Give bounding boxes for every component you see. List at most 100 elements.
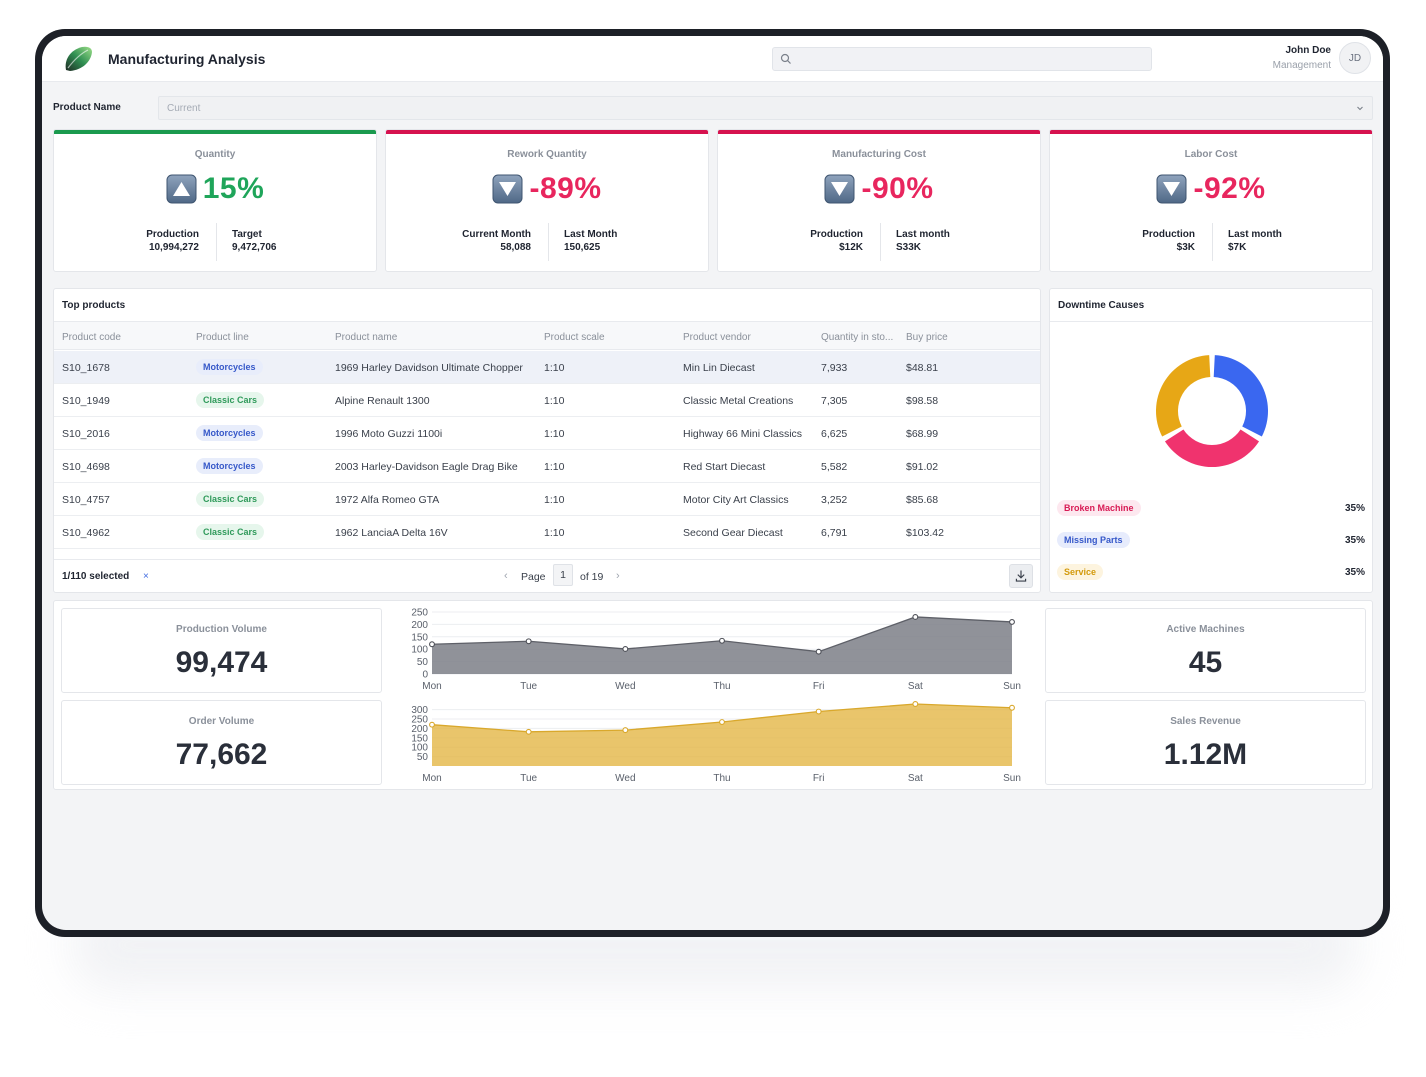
clear-selection-button[interactable]: × [143,571,149,582]
column-header[interactable]: Quantity in sto... [821,332,894,343]
avatar[interactable]: JD [1339,42,1371,74]
product-name-select[interactable]: Current [158,96,1373,120]
product-code-cell: S10_4698 [62,461,110,473]
x-tick-label: Sun [1003,681,1021,692]
app-title: Manufacturing Analysis [108,51,266,67]
data-point [622,727,629,734]
top-products-panel: Top products Product code Product line P… [53,288,1041,593]
kpi-divider [880,223,881,261]
legend-chip[interactable]: Missing Parts [1057,532,1130,548]
kpi-card: Manufacturing Cost -90% Production $12K Last… [717,129,1041,272]
y-tick-label: 150 [411,632,428,643]
buy-price-cell: $85.68 [906,494,939,506]
buy-price-cell: $68.99 [906,428,939,440]
kpi-right-stat: Last month S33K [896,228,950,254]
page-total: of 19 [580,571,604,583]
search-input[interactable] [772,47,1152,71]
kpi-right-label: Target [232,229,262,240]
kpi-left-label: Production [810,229,863,240]
data-point [622,646,629,652]
kpi-main: -90% [718,172,1040,206]
downtime-donut-chart [1156,355,1268,467]
arrow-down-icon [1156,174,1187,204]
product-code-cell: S10_1678 [62,362,110,374]
table-row[interactable]: S10_4962 Classic Cars 1962 LanciaA Delta 1… [54,516,1040,549]
column-header[interactable]: Product name [335,332,398,343]
x-tick-label: Fri [813,681,825,692]
table-row[interactable]: S10_1949 Classic Cars Alpine Renault 1300 1… [54,384,1040,417]
kpi-right-value: S33K [896,242,922,253]
production-volume-value: 99,474 [175,646,268,679]
product-name-cell: Alpine Renault 1300 [335,395,430,407]
sales-revenue-card: Sales Revenue 1.12M [1045,700,1366,785]
kpi-accent-bar [54,130,376,134]
y-tick-label: 200 [411,620,428,631]
column-header[interactable]: Product vendor [683,332,751,343]
kpi-left-stat: Production 10,994,272 [146,228,199,254]
kpi-main: -92% [1050,172,1372,206]
next-page-button[interactable]: › [616,570,620,582]
x-tick-label: Tue [520,773,537,784]
data-point [1009,618,1015,625]
kpi-right-value: 9,472,706 [232,242,277,253]
product-vendor-cell: Second Gear Diecast [683,527,783,539]
x-tick-label: Sat [908,681,923,692]
sales-revenue-label: Sales Revenue [1170,716,1241,727]
column-header[interactable]: Buy price [906,332,948,343]
download-icon [1015,570,1027,582]
series-area [432,616,1012,674]
product-vendor-cell: Classic Metal Creations [683,395,794,407]
kpi-card: Quantity 15% Production 10,994,272 Target 9,4… [53,129,377,272]
order-volume-value: 77,662 [175,738,268,771]
dashboard-screen: Manufacturing Analysis John Doe Manageme… [42,36,1383,930]
donut-slice[interactable] [1213,355,1268,437]
legend-percentage: 35% [1344,535,1365,546]
product-scale-cell: 1:10 [544,527,565,539]
kpi-card: Labor Cost -92% Production $3K Last month $7K [1049,129,1373,272]
kpi-value: 15% [202,172,265,205]
product-line-chip: Classic Cars [196,524,265,540]
column-header[interactable]: Product line [196,332,249,343]
product-name-cell: 1972 Alfa Romeo GTA [335,494,440,506]
user-role: Management [1272,60,1331,71]
data-point [815,648,822,655]
kpi-right-label: Last month [1228,229,1282,240]
top-header: Manufacturing Analysis John Doe Manageme… [42,36,1383,82]
kpi-title: Labor Cost [1184,149,1238,160]
active-machines-card: Active Machines 45 [1045,608,1366,693]
table-row[interactable]: S10_4698 Motorcycles 2003 Harley-Davidson … [54,450,1040,483]
production-volume-label: Production Volume [176,624,267,635]
legend-chip[interactable]: Broken Machine [1057,500,1141,516]
page-number-input[interactable]: 1 [553,564,573,586]
x-tick-label: Mon [422,773,441,784]
y-tick-label: 100 [411,743,428,754]
chevron-down-icon [1357,106,1363,111]
donut-slice[interactable] [1164,429,1260,467]
column-header[interactable]: Product code [62,332,121,343]
donut-slice[interactable] [1156,355,1211,437]
download-button[interactable] [1009,564,1033,588]
legend-percentage: 35% [1344,503,1365,514]
column-header[interactable]: Product scale [544,332,605,343]
kpi-title: Rework Quantity [507,149,587,160]
active-machines-label: Active Machines [1166,624,1245,635]
kpi-accent-bar [386,130,708,134]
production-volume-card: Production Volume 99,474 [61,608,382,693]
table-row[interactable]: S10_1678 Motorcycles 1969 Harley Davidson … [54,351,1040,384]
previous-page-button[interactable]: ‹ [504,570,508,582]
table-row[interactable]: S10_4757 Classic Cars 1972 Alfa Romeo GTA 1… [54,483,1040,516]
y-tick-label: 200 [411,724,428,735]
data-point [525,638,532,645]
quantity-cell: 3,252 [821,494,848,506]
series-area [432,704,1012,766]
buy-price-cell: $103.42 [906,527,944,539]
data-point [525,728,532,735]
top-products-title: Top products [62,300,126,311]
arrow-down-icon [824,174,855,204]
y-tick-label: 250 [411,608,428,619]
table-row[interactable]: S10_2016 Motorcycles 1996 Moto Guzzi 1100i… [54,417,1040,450]
y-tick-label: 50 [417,752,429,763]
legend-chip[interactable]: Service [1057,564,1104,580]
